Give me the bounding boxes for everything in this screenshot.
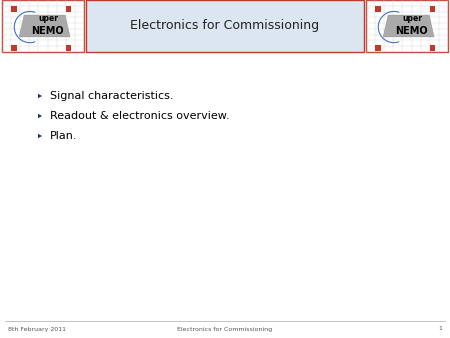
Text: 1: 1 <box>438 327 442 332</box>
Text: Plan.: Plan. <box>50 131 77 141</box>
Polygon shape <box>38 114 42 118</box>
Text: uper: uper <box>38 14 58 23</box>
Bar <box>430 6 435 11</box>
Bar <box>366 0 448 52</box>
Bar <box>430 45 435 51</box>
Bar <box>66 45 71 51</box>
Polygon shape <box>38 94 42 98</box>
Bar <box>375 6 381 11</box>
Bar <box>11 45 17 51</box>
Text: NEMO: NEMO <box>396 26 428 36</box>
Text: Signal characteristics.: Signal characteristics. <box>50 91 174 101</box>
Bar <box>86 0 364 52</box>
Text: 8th February 2011: 8th February 2011 <box>8 327 66 332</box>
Polygon shape <box>383 15 434 37</box>
Bar <box>2 0 84 52</box>
Text: Electronics for Commissioning: Electronics for Commissioning <box>130 20 320 32</box>
Bar <box>375 45 381 51</box>
Bar <box>66 6 71 11</box>
Polygon shape <box>38 134 42 138</box>
Text: NEMO: NEMO <box>32 26 64 36</box>
Polygon shape <box>19 15 70 37</box>
Text: uper: uper <box>402 14 422 23</box>
Text: Electronics for Commissioning: Electronics for Commissioning <box>177 327 273 332</box>
Text: Readout & electronics overview.: Readout & electronics overview. <box>50 111 230 121</box>
Bar <box>11 6 17 11</box>
